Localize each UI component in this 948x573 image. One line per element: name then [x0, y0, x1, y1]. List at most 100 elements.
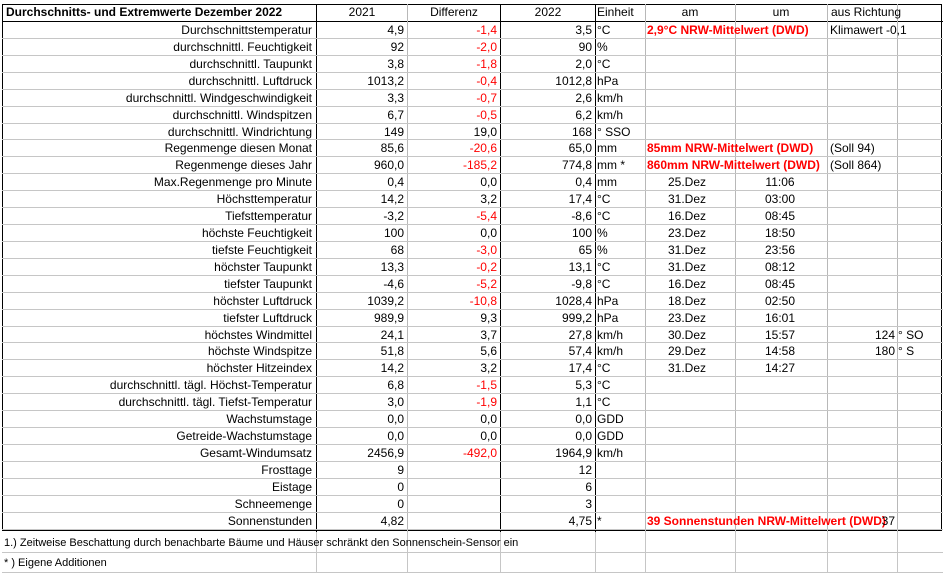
value-2022: 13,1 — [568, 260, 592, 274]
row-label: durchschnittl. Windgeschwindigkeit — [125, 91, 312, 105]
column-header-2022: 2022 — [534, 5, 562, 19]
time-um: 08:45 — [764, 209, 796, 223]
time-um: 08:12 — [764, 260, 796, 274]
time-um: 03:00 — [764, 192, 796, 206]
value-differenz: -3,0 — [476, 243, 497, 257]
unit-cell: hPa — [597, 74, 619, 88]
value-differenz: -492,0 — [462, 446, 497, 460]
grid-hline — [2, 529, 943, 530]
value-2022: 65 — [578, 243, 592, 257]
value-2021: 0,4 — [387, 175, 404, 189]
value-2022: -9,8 — [571, 277, 592, 291]
value-2021: 0,0 — [387, 412, 404, 426]
grid-hline — [2, 410, 943, 411]
row-label: durchschnittl. Taupunkt — [189, 57, 312, 71]
date-am: 16.Dez — [667, 209, 706, 223]
value-2021: 85,6 — [380, 141, 404, 155]
unit-cell: km/h — [597, 344, 624, 358]
unit-cell: °C — [597, 395, 611, 409]
grid-hline — [2, 342, 943, 343]
date-am: 29.Dez — [667, 344, 706, 358]
grid-vline — [500, 4, 501, 532]
grid-hline — [2, 156, 943, 157]
date-am: 31.Dez — [667, 192, 706, 206]
row-label: Schneemenge — [234, 497, 312, 511]
value-differenz: -185,2 — [462, 158, 497, 172]
value-2022: 1028,4 — [555, 294, 592, 308]
grid-hline — [2, 173, 943, 174]
value-differenz — [409, 513, 497, 530]
date-am: 23.Dez — [667, 311, 706, 325]
value-2021: 1013,2 — [367, 74, 404, 88]
time-um: 23:56 — [764, 243, 796, 257]
row-label: tiefste Feuchtigkeit — [211, 243, 312, 257]
unit-cell: mm — [597, 141, 617, 155]
unit-cell: hPa — [597, 294, 619, 308]
value-2021: 51,8 — [380, 344, 404, 358]
row-label: höchster Taupunkt — [214, 260, 312, 274]
time-um: 11:06 — [765, 175, 795, 189]
value-2021: 989,9 — [373, 311, 404, 325]
column-header-differenz: Differenz — [430, 5, 478, 19]
value-2022: 999,2 — [561, 311, 592, 325]
value-2022: 1012,8 — [555, 74, 592, 88]
grid-hline — [2, 552, 943, 553]
unit-cell: °C — [597, 361, 611, 375]
grid-vline — [316, 4, 317, 532]
grid-hline — [2, 512, 943, 513]
date-am: 25.Dez — [667, 175, 706, 189]
value-2021: 1039,2 — [367, 294, 404, 308]
direction-text: ° SO — [898, 328, 924, 342]
table-title: Durchschnitts- und Extremwerte Dezember … — [6, 5, 283, 19]
grid-hline — [2, 55, 943, 56]
value-differenz: -1,5 — [476, 378, 497, 392]
grid-hline — [2, 292, 943, 293]
value-2021: -4,6 — [383, 277, 404, 291]
row-label: Durchschnittstemperatur — [181, 23, 312, 37]
value-2022: 57,4 — [568, 344, 592, 358]
value-2021: 3,8 — [387, 57, 404, 71]
row-label: Tiefsttemperatur — [225, 209, 312, 223]
row-label: durchschnittl. tägl. Tiefst-Temperatur — [118, 395, 312, 409]
grid-hline — [2, 190, 943, 191]
grid-hline — [2, 207, 943, 208]
time-um: 14:27 — [764, 361, 796, 375]
value-2022: 2,0 — [575, 57, 592, 71]
value-2022: 65,0 — [568, 141, 592, 155]
row-label: Regenmenge dieses Jahr — [175, 158, 312, 172]
row-label: Eistage — [271, 480, 312, 494]
nrw-note: 85mm NRW-Mittelwert (DWD) — [647, 141, 814, 155]
value-differenz: -0,4 — [476, 74, 497, 88]
direction-value: 124 — [874, 328, 895, 342]
date-am: 31.Dez — [667, 361, 706, 375]
row-label: Sonnenstunden — [227, 514, 312, 528]
value-2022: 1964,9 — [555, 446, 592, 460]
grid-hline — [2, 241, 943, 242]
value-differenz: 0,0 — [480, 175, 497, 189]
row-label: durchschnittl. Feuchtigkeit — [173, 40, 312, 54]
value-2022: 3,5 — [575, 23, 592, 37]
value-2022: 168 — [571, 125, 592, 139]
grid-hline — [2, 224, 943, 225]
date-am: 31.Dez — [667, 243, 706, 257]
column-header-am: am — [681, 5, 699, 19]
row-label: höchste Windspitze — [207, 344, 312, 358]
value-2022: 27,8 — [568, 328, 592, 342]
value-differenz: -1,9 — [476, 395, 497, 409]
nrw-note: 2,9°C NRW-Mittelwert (DWD) — [647, 23, 809, 37]
unit-cell: GDD — [597, 412, 624, 426]
unit-cell: °C — [597, 277, 611, 291]
row-label: tiefster Luftdruck — [223, 311, 312, 325]
value-2022: 4,75 — [568, 514, 592, 528]
value-differenz: -0,5 — [476, 108, 497, 122]
grid-vline — [735, 4, 736, 532]
value-differenz: 0,0 — [480, 226, 497, 240]
unit-cell: km/h — [597, 328, 624, 342]
value-2021: 2456,9 — [367, 446, 404, 460]
row-label: Frosttage — [261, 463, 312, 477]
row-label: höchster Luftdruck — [213, 294, 312, 308]
value-2022: 0,0 — [575, 429, 592, 443]
value-2021: 6,7 — [387, 108, 404, 122]
unit-cell — [597, 479, 645, 496]
grid-hline — [2, 309, 943, 310]
